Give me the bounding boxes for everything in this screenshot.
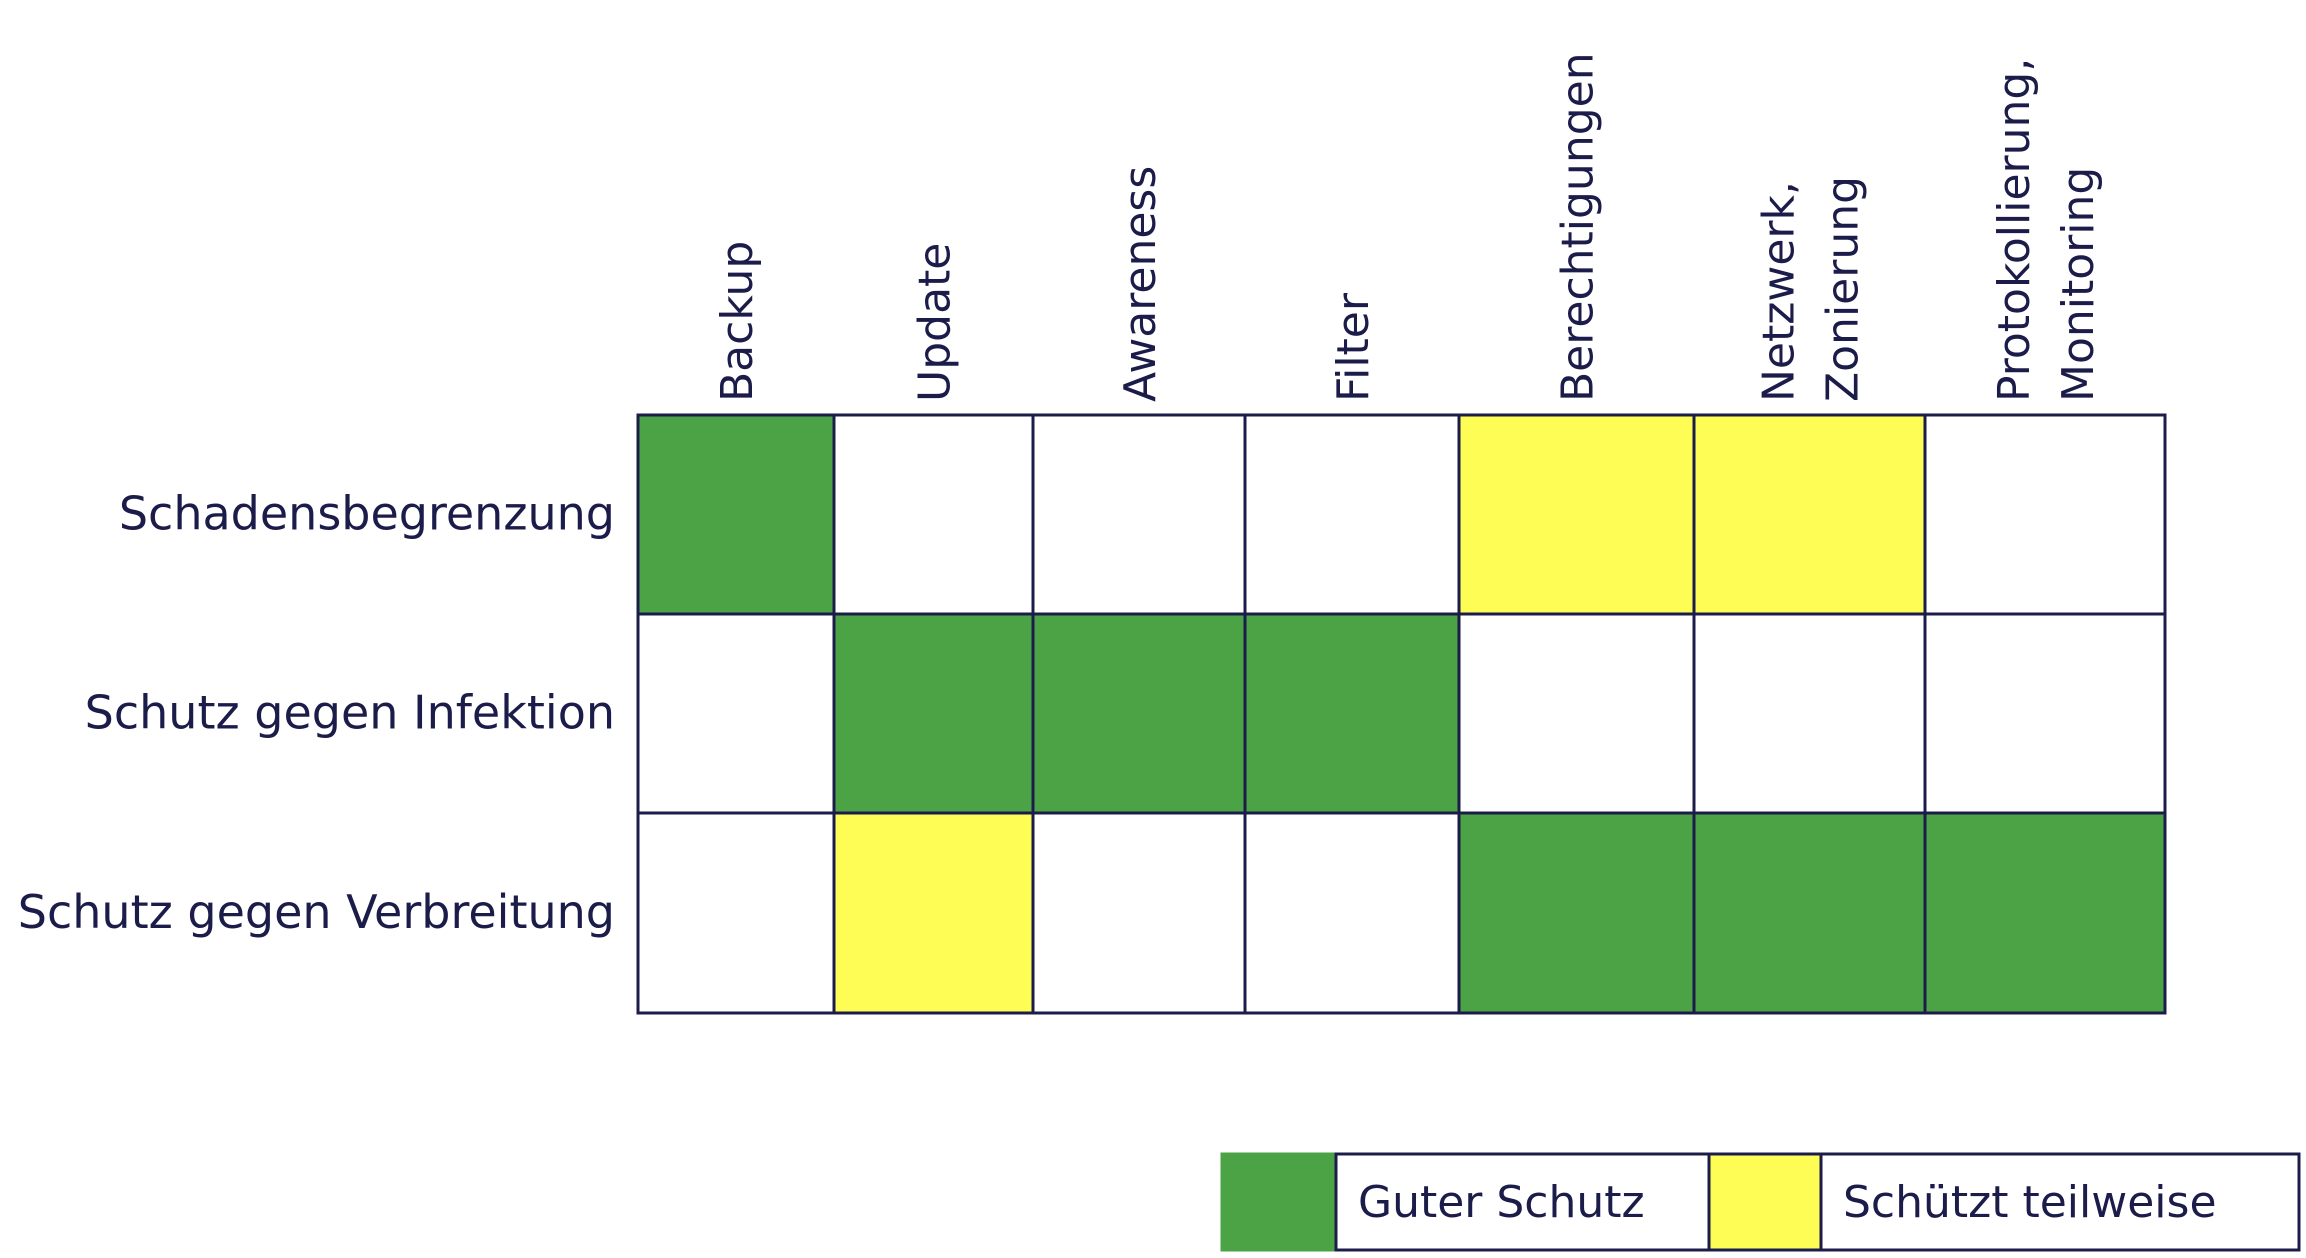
matrix-cell-good: [1692, 811, 1927, 1015]
matrix-cell-good: [832, 612, 1035, 815]
matrix-cell-none: [1243, 413, 1461, 616]
matrix-cells: [636, 413, 2167, 1015]
matrix-cell-partial: [832, 811, 1035, 1015]
matrix-cell-good: [1457, 811, 1696, 1015]
legend-label-box: [1334, 1152, 1711, 1252]
matrix-cell-good: [1031, 612, 1247, 815]
row-label: Schutz gegen Infektion: [85, 686, 615, 740]
legend: Guter Schutz Schützt teilweise: [1220, 1152, 2301, 1252]
legend-label-box: [1819, 1152, 2301, 1252]
column-header-label: Monitoring: [2053, 167, 2104, 402]
legend-label-good: Guter Schutz: [1358, 1177, 1645, 1228]
column-header-label: Berechtigungen: [1553, 52, 1604, 402]
column-headers: Backup Update Awareness Filter Berechtigunge…: [712, 52, 2104, 402]
matrix-cell-partial: [1457, 413, 1696, 616]
matrix-cell-good: [1243, 612, 1461, 815]
matrix-cell-none: [1243, 811, 1461, 1015]
matrix-cell-none: [1923, 413, 2167, 616]
matrix-cell-none: [636, 811, 836, 1015]
row-label: Schutz gegen Verbreitung: [18, 885, 615, 939]
column-header-label: Protokollierung,: [1989, 58, 2040, 402]
column-header-label: Zonierung: [1818, 176, 1869, 402]
matrix-cell-none: [1923, 612, 2167, 815]
legend-label-partial: Schützt teilweise: [1843, 1177, 2217, 1228]
matrix-cell-good: [636, 413, 836, 616]
column-header-label: Backup: [712, 241, 763, 402]
matrix-cell-none: [1031, 811, 1247, 1015]
matrix-cell-none: [636, 612, 836, 815]
legend-swatch-partial: [1707, 1152, 1823, 1252]
matrix-cell-good: [1923, 811, 2167, 1015]
column-header-label: Update: [910, 243, 961, 402]
matrix-cell-none: [1031, 413, 1247, 616]
legend-swatch-good: [1220, 1152, 1338, 1252]
matrix-cell-none: [1457, 612, 1696, 815]
column-header-label: Filter: [1328, 292, 1379, 402]
matrix-cell-none: [1692, 612, 1927, 815]
column-header-label: Awareness: [1115, 166, 1166, 402]
matrix-cell-partial: [1692, 413, 1927, 616]
row-label: Schadensbegrenzung: [119, 487, 615, 541]
row-labels: Schadensbegrenzung Schutz gegen Infektion…: [18, 487, 615, 940]
column-header-label: Netzwerk,: [1754, 181, 1805, 402]
matrix-cell-none: [832, 413, 1035, 616]
